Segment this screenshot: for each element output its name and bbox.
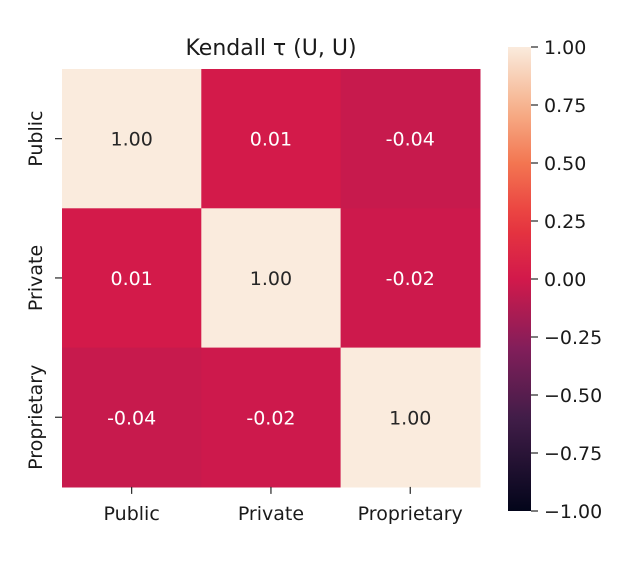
colorbar-tick-label: −1.00 <box>544 501 602 523</box>
x-tick-label: Public <box>104 503 160 525</box>
heatmap-cell <box>340 208 481 349</box>
colorbar-scale <box>508 47 531 511</box>
cell-label: -0.02 <box>386 268 435 290</box>
cell-label: 0.01 <box>250 129 292 151</box>
cell-label: 1.00 <box>250 268 292 290</box>
y-tick-label: Private <box>25 245 47 311</box>
heatmap-cell <box>340 347 481 488</box>
colorbar-tick-label: 0.75 <box>544 95 586 117</box>
cell-label: -0.04 <box>107 407 156 429</box>
x-axis: Public Private Proprietary <box>104 486 463 525</box>
heatmap-cell <box>62 208 202 349</box>
cell-label: -0.02 <box>246 407 295 429</box>
colorbar: 1.00 0.75 0.50 0.25 0.00 −0.25 −0.50 −0.75 −1.00 <box>508 37 602 523</box>
cell-label: -0.04 <box>386 129 435 151</box>
chart-title: Kendall τ (U, U) <box>185 36 356 61</box>
heatmap-cell <box>201 208 342 349</box>
heatmap-cell <box>340 69 481 209</box>
colorbar-tick-label: 0.25 <box>544 211 586 233</box>
colorbar-tick-label: −0.50 <box>544 385 602 407</box>
colorbar-tick-label: 0.50 <box>544 153 586 175</box>
heatmap-cell <box>201 347 342 488</box>
colorbar-tick-label: −0.25 <box>544 327 602 349</box>
cell-label: 1.00 <box>389 407 431 429</box>
heatmap-cell <box>201 69 342 209</box>
colorbar-tick-label: −0.75 <box>544 443 602 465</box>
x-tick-label: Proprietary <box>358 503 463 525</box>
heatmap-cell <box>62 69 202 209</box>
heatmap-cells: 1.00 0.01 -0.04 0.01 1.00 -0.02 -0.04 -0.02 1.00 <box>62 69 481 488</box>
colorbar-tick-label: 1.00 <box>544 37 586 59</box>
cell-label: 1.00 <box>110 129 152 151</box>
x-tick-label: Private <box>238 503 304 525</box>
y-tick-label: Public <box>25 111 47 167</box>
y-tick-label: Proprietary <box>25 365 47 470</box>
colorbar-tick-label: 0.00 <box>544 269 586 291</box>
y-axis: Public Private Proprietary <box>25 111 62 470</box>
heatmap-cell <box>62 347 202 488</box>
cell-label: 0.01 <box>110 268 152 290</box>
